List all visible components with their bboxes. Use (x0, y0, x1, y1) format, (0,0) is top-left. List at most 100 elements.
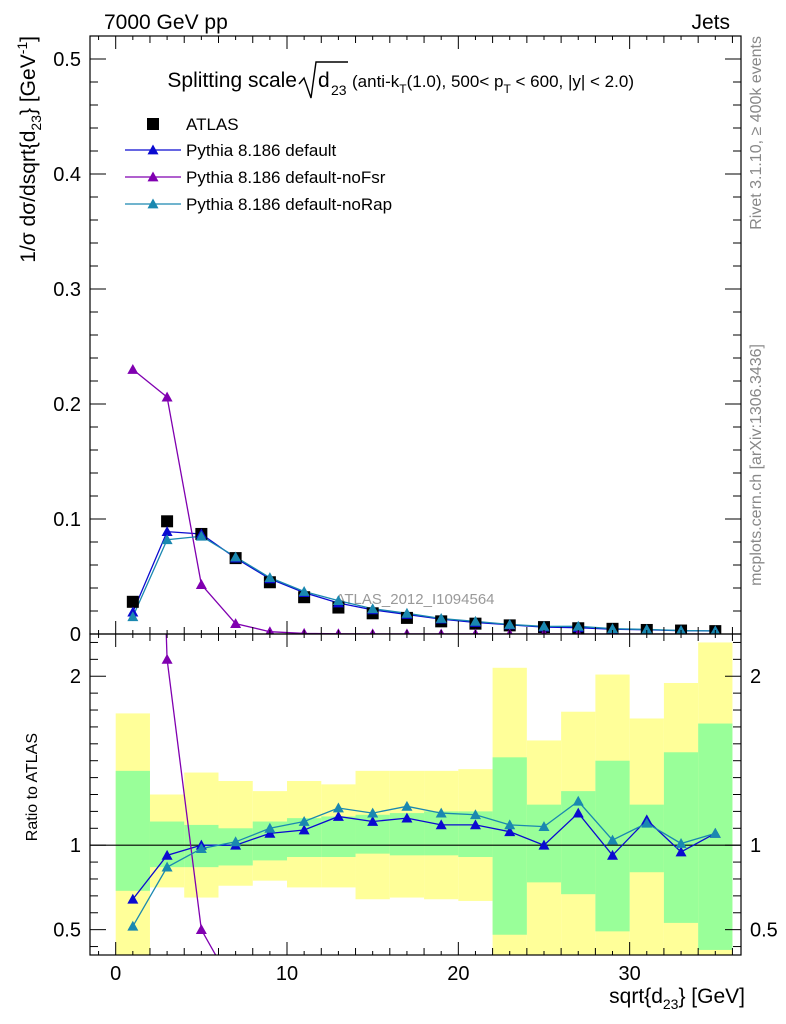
plot-title: Splitting scale d 23 (anti-kT(1.0), 500<… (167, 61, 634, 99)
point-noFsr (161, 391, 173, 402)
title-rest-1: (anti-k (352, 72, 400, 91)
ratio-point-default (469, 819, 481, 830)
mcplots-label: mcplots.cern.ch [arXiv:1306.3436] (748, 344, 765, 586)
ratio-point-noRap (367, 807, 379, 818)
ratio-point-noRap (572, 795, 584, 806)
ratio-point-noRap (230, 836, 242, 847)
point-noRap (264, 572, 276, 583)
x-tick-label: 10 (276, 963, 298, 985)
ratio-point-noFsr (573, 1008, 584, 1018)
point-noFsr (127, 364, 139, 374)
ratio-point-noFsr (195, 924, 207, 935)
ratio-point-noRap (161, 861, 173, 872)
ratio-point-noFsr (264, 1002, 275, 1012)
point-noFsr (195, 579, 207, 589)
legend-label: ATLAS (186, 115, 239, 134)
ratio-point-default (435, 819, 447, 830)
ratio-band-inner-bin (115, 770, 150, 891)
top-y-tick-label: 0.1 (53, 509, 81, 531)
ratio-point-noFsr (504, 1008, 515, 1018)
legend: ATLAS Pythia 8.186 default Pythia 8.186 de… (125, 115, 392, 214)
legend-marker-noFsr (147, 171, 159, 182)
point-noRap (195, 530, 207, 541)
ratio-point-noRap (401, 800, 413, 811)
ratio-point-noRap (332, 802, 344, 813)
data-point-atlas (161, 515, 174, 528)
xlabel-main: sqrt{d (609, 985, 663, 1008)
ratio-point-noFsr (470, 1008, 481, 1018)
ratio-point-noFsr (710, 1008, 721, 1018)
top-ylabel-end: } [GeV (17, 54, 40, 115)
ratio-point-default (607, 849, 619, 860)
sqrt-sign (298, 61, 348, 99)
point-noRap (127, 611, 139, 622)
ratio-point-noFsr (641, 1008, 652, 1018)
ratio-band-inner-bin (492, 757, 527, 935)
ratio-point-noRap (298, 816, 310, 826)
ratio-band-inner-bin (561, 791, 596, 895)
ratio-point-noRap (264, 822, 276, 833)
title-d: d (318, 69, 330, 92)
point-noRap (332, 595, 344, 606)
ratio-point-noRap (607, 834, 619, 845)
point-noRap (469, 615, 481, 626)
top-ylabel-sub: 23 (28, 115, 44, 131)
ratio-point-noFsr (401, 1008, 412, 1018)
data-point-atlas (126, 595, 139, 608)
header-right: Jets (691, 11, 730, 34)
title-rest-3: < 600, |y| < 2.0) (511, 72, 634, 91)
point-noRap (710, 625, 721, 634)
ratio-point-default (298, 824, 310, 835)
top-ylabel-sup: -1 (14, 42, 30, 55)
title-rest-1-sub: T (399, 82, 407, 96)
title-main: Splitting scale (167, 69, 297, 92)
ratio-point-noFsr (367, 1008, 378, 1018)
ratio-y-tick-label-left: 0.5 (53, 920, 81, 942)
point-noRap (641, 623, 653, 634)
x-tick-label: 0 (110, 963, 121, 985)
point-noRap (435, 612, 447, 623)
analysis-label: ATLAS_2012_I1094564 (335, 591, 494, 608)
top-y-tick-label: 0.2 (53, 394, 81, 416)
ratio-line-noRap (132, 800, 716, 927)
ratio-y-tick-label-right: 2 (750, 666, 761, 688)
ratio-point-default (264, 827, 276, 838)
ratio-point-default (401, 812, 413, 823)
legend-label: Pythia 8.186 default (186, 141, 337, 160)
point-noRap (230, 551, 242, 562)
ratio-band-inner-bin (424, 811, 459, 856)
xlabel-sub: 23 (663, 996, 679, 1012)
point-noRap (161, 534, 173, 545)
legend-marker-default (147, 144, 159, 155)
legend-marker-noRap (147, 198, 159, 209)
top-ylabel-close: ] (17, 36, 40, 42)
xlabel: sqrt{d23} [GeV] (609, 985, 745, 1012)
ratio-band-inner-bin (595, 760, 630, 932)
ratio-point-default (504, 826, 516, 837)
axes: 0 10 20 30 0 0.1 0.2 0.3 0.4 0.5 0.5 0.5 1 1 2 2 (53, 35, 778, 985)
ratio-point-noRap (641, 817, 653, 828)
point-noRap (676, 625, 687, 634)
x-tick-label: 20 (447, 963, 469, 985)
top-y-tick-label: 0.3 (53, 279, 81, 301)
ratio-point-default (127, 893, 139, 904)
point-noRap (504, 618, 516, 629)
ratio-point-default (332, 810, 344, 821)
point-default (161, 526, 173, 537)
ratio-point-noRap (469, 809, 481, 820)
ratio-point-noRap (504, 819, 516, 830)
legend-label: Pythia 8.186 default-noFsr (186, 168, 386, 187)
ratio-point-default (572, 807, 584, 818)
ratio-point-noFsr (436, 1008, 447, 1018)
ratio-point-noFsr (538, 1008, 549, 1018)
ratio-point-noFsr (299, 1006, 310, 1016)
title-d-sub: 23 (331, 82, 347, 98)
header-left: 7000 GeV pp (104, 11, 228, 34)
ratio-point-noRap (435, 807, 447, 818)
top-y-tick-label: 0.5 (53, 49, 81, 71)
ratio-point-noRap (675, 837, 687, 848)
ratio-plot-marks (90, 634, 741, 1018)
title-rest: (anti-kT(1.0), 500< pT < 600, |y| < 2.0) (352, 72, 634, 96)
ratio-point-noFsr (333, 1007, 344, 1017)
